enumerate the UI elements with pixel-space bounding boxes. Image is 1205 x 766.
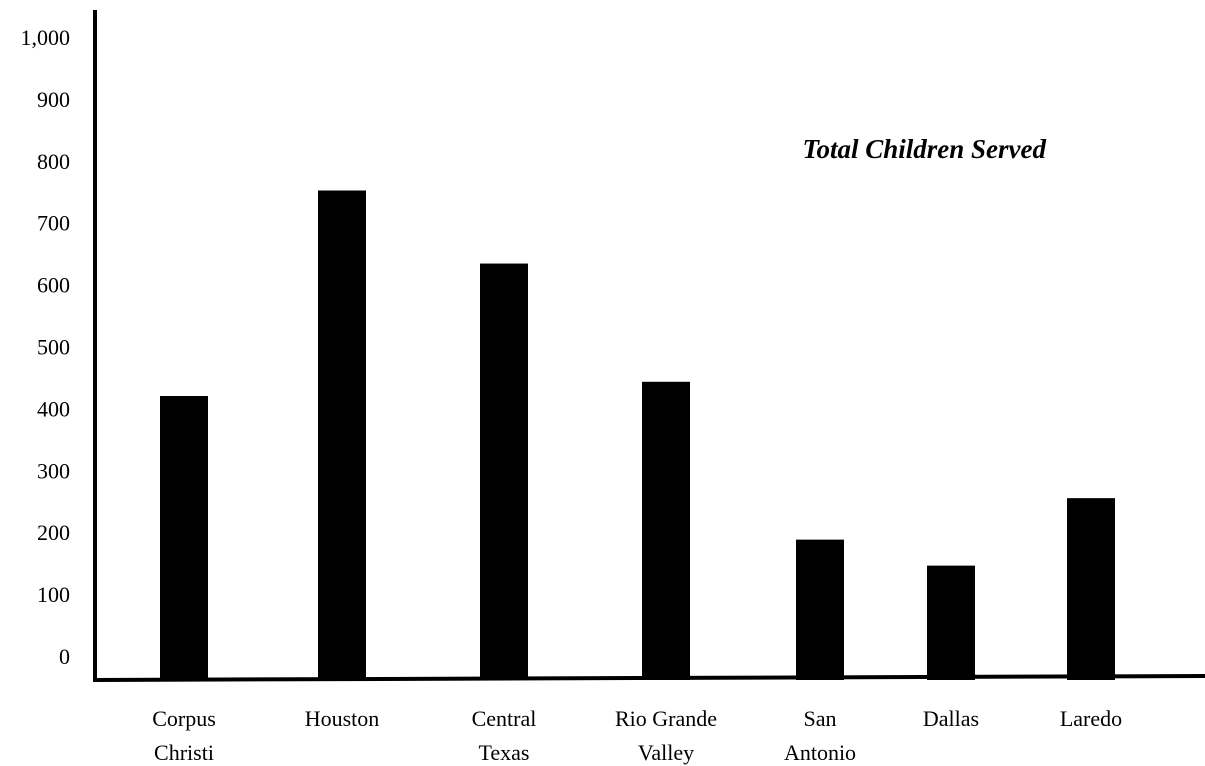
y-tick-label: 500: [37, 335, 70, 360]
bar: [796, 539, 844, 680]
chart-title: Total Children Served: [802, 134, 1046, 164]
bar: [480, 263, 528, 680]
x-category-label: Corpus: [152, 706, 216, 731]
x-axis-labels: Corpus Christi Houston Central Texas Rio Gran…: [152, 706, 1122, 765]
bar: [927, 565, 975, 680]
x-category-label: Antonio: [784, 740, 856, 765]
y-tick-label: 100: [37, 582, 70, 607]
y-tick-label: 600: [37, 273, 70, 298]
x-category-label: Central: [472, 706, 537, 731]
x-category-label: Texas: [479, 740, 530, 765]
bar: [160, 396, 208, 680]
y-tick-label: 300: [37, 458, 70, 483]
x-category-label: Valley: [638, 740, 694, 765]
bars: [160, 190, 1115, 680]
y-tick-label: 900: [37, 87, 70, 112]
x-category-label: Laredo: [1060, 706, 1122, 731]
y-axis-ticks: 0 100 200 300 400 500 600 700 800 900 1,000: [21, 25, 71, 669]
x-category-label: Christi: [154, 740, 214, 765]
x-category-label: Houston: [305, 706, 380, 731]
bar: [318, 190, 366, 680]
x-category-label: Dallas: [923, 706, 979, 731]
y-tick-label: 200: [37, 520, 70, 545]
x-axis-line: [92, 674, 1205, 682]
bar: [642, 381, 690, 680]
y-tick-label: 800: [37, 149, 70, 174]
bar: [1067, 498, 1115, 680]
y-tick-label: 700: [37, 211, 70, 236]
y-tick-label: 400: [37, 396, 70, 421]
x-category-label: Rio Grande: [615, 706, 717, 731]
y-tick-label: 0: [59, 644, 70, 669]
x-category-label: San: [804, 706, 837, 731]
y-tick-label: 1,000: [21, 25, 71, 50]
